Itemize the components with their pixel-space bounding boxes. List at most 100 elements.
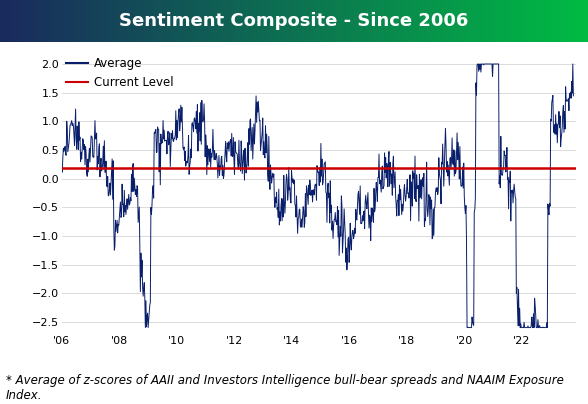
- Bar: [133, 0, 136, 42]
- Bar: [586, 0, 588, 42]
- Bar: [229, 0, 232, 42]
- Bar: [410, 0, 412, 42]
- Bar: [369, 0, 371, 42]
- Bar: [302, 0, 305, 42]
- Bar: [222, 0, 224, 42]
- Bar: [200, 0, 202, 42]
- Bar: [378, 0, 381, 42]
- Bar: [328, 0, 330, 42]
- Bar: [427, 0, 430, 42]
- Bar: [345, 0, 348, 42]
- Bar: [276, 0, 279, 42]
- Bar: [228, 0, 230, 42]
- Bar: [290, 0, 293, 42]
- Bar: [470, 0, 473, 42]
- Bar: [388, 0, 390, 42]
- Bar: [286, 0, 289, 42]
- Bar: [172, 0, 175, 42]
- Bar: [275, 0, 277, 42]
- Bar: [94, 0, 96, 42]
- Bar: [206, 0, 208, 42]
- Bar: [153, 0, 155, 42]
- Bar: [108, 0, 111, 42]
- Text: * Average of z-scores of AAII and Investors Intelligence bull-bear spreads and N: * Average of z-scores of AAII and Invest…: [6, 374, 564, 402]
- Bar: [355, 0, 358, 42]
- Bar: [243, 0, 246, 42]
- Bar: [541, 0, 543, 42]
- Bar: [31, 0, 34, 42]
- Bar: [329, 0, 332, 42]
- Bar: [88, 0, 91, 42]
- Bar: [266, 0, 269, 42]
- Bar: [69, 0, 71, 42]
- Bar: [517, 0, 520, 42]
- Bar: [49, 0, 52, 42]
- Bar: [425, 0, 428, 42]
- Bar: [141, 0, 143, 42]
- Bar: [564, 0, 567, 42]
- Bar: [253, 0, 255, 42]
- Bar: [419, 0, 422, 42]
- Bar: [2, 0, 5, 42]
- Bar: [116, 0, 118, 42]
- Bar: [576, 0, 579, 42]
- Bar: [76, 0, 79, 42]
- Bar: [510, 0, 512, 42]
- Bar: [260, 0, 263, 42]
- Bar: [90, 0, 93, 42]
- Bar: [19, 0, 22, 42]
- Bar: [337, 0, 340, 42]
- Bar: [417, 0, 420, 42]
- Bar: [429, 0, 432, 42]
- Bar: [451, 0, 453, 42]
- Bar: [259, 0, 261, 42]
- Bar: [384, 0, 387, 42]
- Bar: [104, 0, 106, 42]
- Bar: [213, 0, 216, 42]
- Bar: [382, 0, 385, 42]
- Bar: [45, 0, 48, 42]
- Bar: [533, 0, 536, 42]
- Bar: [488, 0, 490, 42]
- Bar: [65, 0, 67, 42]
- Bar: [294, 0, 296, 42]
- Bar: [400, 0, 402, 42]
- Bar: [539, 0, 542, 42]
- Bar: [394, 0, 396, 42]
- Bar: [570, 0, 573, 42]
- Bar: [43, 0, 46, 42]
- Bar: [460, 0, 463, 42]
- Bar: [165, 0, 167, 42]
- Bar: [475, 0, 477, 42]
- Bar: [6, 0, 8, 42]
- Bar: [347, 0, 349, 42]
- Bar: [370, 0, 373, 42]
- Bar: [145, 0, 148, 42]
- Bar: [184, 0, 187, 42]
- Bar: [147, 0, 149, 42]
- Bar: [181, 0, 183, 42]
- Bar: [423, 0, 426, 42]
- Bar: [37, 0, 40, 42]
- Bar: [574, 0, 577, 42]
- Bar: [81, 0, 83, 42]
- Bar: [519, 0, 522, 42]
- Bar: [92, 0, 95, 42]
- Bar: [486, 0, 489, 42]
- Bar: [316, 0, 318, 42]
- Bar: [239, 0, 242, 42]
- Bar: [84, 0, 87, 42]
- Bar: [523, 0, 526, 42]
- Bar: [0, 0, 2, 42]
- Bar: [178, 0, 181, 42]
- Bar: [545, 0, 547, 42]
- Bar: [549, 0, 552, 42]
- Bar: [322, 0, 324, 42]
- Bar: [135, 0, 138, 42]
- Bar: [166, 0, 169, 42]
- Bar: [469, 0, 471, 42]
- Bar: [288, 0, 290, 42]
- Bar: [10, 0, 12, 42]
- Bar: [433, 0, 436, 42]
- Bar: [437, 0, 440, 42]
